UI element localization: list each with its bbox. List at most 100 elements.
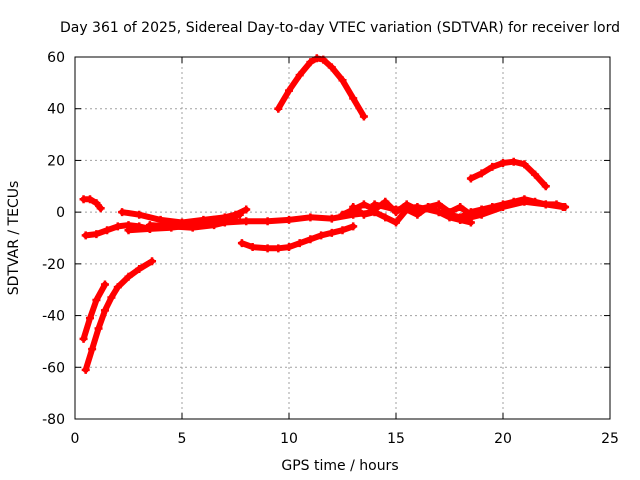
y-tick-label: 0	[56, 205, 65, 221]
data-point	[499, 159, 507, 168]
y-tick-label: -80	[42, 412, 65, 428]
data-point	[167, 222, 176, 231]
data-point	[88, 345, 97, 354]
data-point	[434, 200, 443, 209]
data-point	[466, 208, 475, 217]
data-point	[295, 239, 304, 248]
data-point	[135, 210, 144, 219]
data-point	[92, 296, 101, 305]
x-tick-label: 25	[601, 431, 619, 447]
data-point	[285, 243, 293, 252]
data-point	[92, 199, 101, 208]
data-point	[477, 169, 486, 178]
data-point	[188, 223, 197, 232]
data-point	[94, 324, 103, 333]
data-point	[285, 86, 293, 95]
data-point	[477, 205, 486, 214]
data-point	[92, 230, 101, 239]
data-point	[107, 293, 116, 302]
series-arc-10	[275, 55, 367, 120]
data-point	[100, 306, 109, 315]
data-point	[237, 239, 246, 248]
data-point	[338, 226, 347, 235]
data-point	[370, 200, 379, 209]
data-point	[274, 244, 283, 253]
data-point	[509, 197, 518, 206]
data-point	[434, 208, 443, 217]
data-point	[156, 215, 165, 224]
data-point	[145, 221, 154, 230]
data-point	[488, 202, 497, 211]
data-point	[81, 365, 90, 374]
chart-title: Day 361 of 2025, Sidereal Day-to-day VTE…	[60, 20, 620, 36]
data-point	[124, 226, 133, 235]
data-point	[552, 200, 561, 209]
data-point	[96, 204, 105, 213]
data-point	[242, 217, 251, 226]
data-point	[359, 210, 368, 219]
data-point	[541, 200, 550, 209]
data-point	[242, 205, 251, 214]
data-point	[248, 243, 257, 252]
data-point	[561, 202, 570, 211]
data-point	[327, 228, 336, 237]
data-point	[488, 162, 497, 171]
data-point	[306, 213, 315, 222]
data-point	[85, 195, 94, 204]
data-point	[359, 200, 368, 209]
y-tick-label: -60	[42, 360, 65, 376]
data-point	[413, 210, 422, 219]
x-tick-label: 5	[178, 431, 187, 447]
data-point	[312, 54, 321, 63]
grid-lines	[75, 57, 610, 419]
data-point	[100, 280, 109, 289]
data-point	[338, 76, 347, 85]
plot-frame	[74, 56, 611, 420]
data-point	[392, 218, 400, 227]
data-point	[520, 195, 529, 204]
data-point	[285, 215, 293, 224]
data-point	[381, 213, 390, 222]
data-point	[148, 257, 157, 266]
data-point	[349, 202, 358, 211]
data-point	[220, 218, 229, 227]
data-point	[531, 170, 540, 179]
data-point	[79, 334, 88, 343]
data-point	[520, 160, 529, 169]
data-point	[263, 217, 272, 226]
y-tick-label: 60	[47, 50, 65, 66]
x-axis-label: GPS time / hours	[281, 458, 398, 474]
data-point	[306, 235, 315, 244]
data-point	[113, 222, 122, 231]
data-point	[349, 94, 358, 103]
data-point	[274, 104, 283, 113]
series-arc-4	[80, 281, 108, 342]
data-point	[456, 213, 465, 222]
data-point	[531, 197, 540, 206]
x-tick-label: 15	[387, 431, 405, 447]
data-point	[135, 265, 144, 274]
data-point	[295, 71, 304, 80]
data-point	[509, 157, 518, 166]
data-point	[85, 314, 94, 323]
data-point	[445, 210, 454, 219]
data-point	[392, 205, 400, 214]
data-point	[124, 272, 133, 281]
data-point	[103, 226, 112, 235]
data-point	[541, 182, 550, 191]
data-point	[113, 283, 122, 292]
data-point	[413, 202, 422, 211]
x-tick-label: 0	[71, 431, 80, 447]
data-series	[79, 54, 570, 374]
data-point	[263, 244, 272, 253]
data-point	[338, 210, 347, 219]
data-point	[210, 221, 219, 230]
data-point	[499, 200, 507, 209]
data-point	[306, 58, 315, 67]
data-point	[349, 222, 358, 231]
series-arc-9	[238, 223, 357, 252]
data-point	[456, 202, 465, 211]
data-point	[81, 231, 90, 240]
y-axis-label: SDTVAR / TECUs	[6, 181, 22, 296]
y-tick-label: -20	[42, 257, 65, 273]
